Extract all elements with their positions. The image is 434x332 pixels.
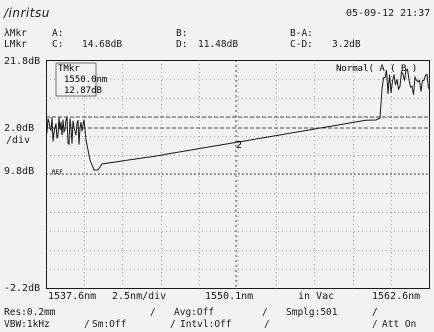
y-axis-scale-label: 2.0dB xyxy=(4,123,35,134)
marker-c-value: 14.68dB xyxy=(82,39,123,50)
spectrum-trace xyxy=(46,68,429,171)
lambda-marker-label: λMkr xyxy=(4,28,27,39)
ref-tag: REF xyxy=(52,169,63,176)
brand-logo: /inritsu xyxy=(4,6,50,20)
average-setting: Avg:Off xyxy=(174,307,215,318)
marker-ba-label: B-A: xyxy=(290,28,313,39)
settings-separator: / xyxy=(150,307,156,318)
interval-setting: Intvl:Off xyxy=(180,319,232,330)
mode-label: Normal( A ( B ) xyxy=(336,64,417,74)
resolution-setting: Res:0.2mm xyxy=(4,307,56,318)
marker-cd-label: C-D: xyxy=(290,39,313,50)
settings-separator: / xyxy=(170,319,176,330)
settings-separator: / xyxy=(372,319,378,330)
marker-d-label: D: xyxy=(176,39,188,50)
settings-separator: / xyxy=(372,307,378,318)
trace-marker-label: 2 xyxy=(236,140,242,151)
marker-box-wavelength: 1550.0nm xyxy=(64,75,107,85)
marker-box xyxy=(55,62,97,97)
attenuator-setting: Att On xyxy=(382,319,417,330)
marker-b-label: B: xyxy=(176,28,188,39)
x-axis-stop-label: 1562.6nm xyxy=(372,291,421,302)
marker-cd-value: 3.2dB xyxy=(332,39,361,50)
trace-plot[interactable]: TMkr 1550.0nm 12.87dB Normal( A ( B ) 2 … xyxy=(46,60,430,289)
settings-separator: / xyxy=(264,319,270,330)
level-marker-label: LMkr xyxy=(4,39,27,50)
marker-c-label: C: xyxy=(52,39,64,50)
settings-separator: / xyxy=(84,319,90,330)
marker-d-value: 11.48dB xyxy=(198,39,239,50)
y-axis-ref-label: 9.8dB xyxy=(4,166,35,177)
marker-box-title: TMkr xyxy=(58,64,80,74)
smoothing-setting: Sm:Off xyxy=(92,319,127,330)
vbw-setting: VBW:1kHz xyxy=(4,319,50,330)
marker-box-level: 12.87dB xyxy=(64,86,102,96)
x-axis-span-label: 2.5nm/div xyxy=(112,291,167,302)
datetime: 05-09-12 21:37 xyxy=(346,8,431,19)
x-axis-center-label: 1550.1nm xyxy=(205,291,254,302)
marker-a-label: A: xyxy=(52,28,64,39)
sampling-setting: Smplg:501 xyxy=(286,307,338,318)
y-axis-top-label: 21.8dB xyxy=(4,56,41,67)
medium-label: in Vac xyxy=(298,291,335,302)
y-axis-scale-unit: /div xyxy=(6,135,31,146)
plot-grid xyxy=(46,60,430,289)
settings-separator: / xyxy=(262,307,268,318)
y-axis-bottom-label: -2.2dB xyxy=(4,283,41,294)
x-axis-start-label: 1537.6nm xyxy=(48,291,97,302)
